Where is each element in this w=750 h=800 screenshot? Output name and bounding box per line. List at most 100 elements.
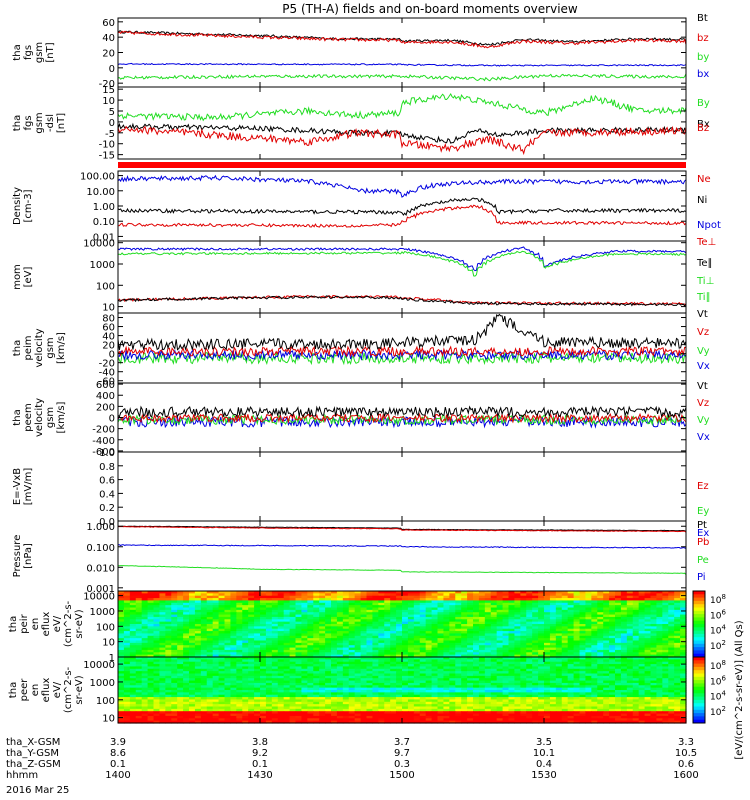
heatmap-cell <box>626 690 634 693</box>
heatmap-cell <box>402 649 409 653</box>
heatmap-cell <box>248 701 255 705</box>
heatmap-cell <box>171 628 178 632</box>
heatmap-cell <box>567 605 575 609</box>
heatmap-cell <box>390 621 397 625</box>
heatmap-cell <box>254 616 261 620</box>
heatmap-cell <box>378 654 385 658</box>
heatmap-cell <box>650 621 658 625</box>
heatmap-cell <box>194 600 202 604</box>
heatmap-cell <box>313 609 320 613</box>
heatmap-cell <box>189 666 196 670</box>
heatmap-cell <box>242 621 249 625</box>
heatmap-cell <box>147 664 155 668</box>
heatmap-cell <box>206 692 214 696</box>
heatmap-cell <box>461 649 468 653</box>
heatmap-cell <box>449 661 456 665</box>
heatmap-cell <box>520 598 527 602</box>
heatmap-cell <box>603 685 610 689</box>
heatmap-cell <box>301 678 308 682</box>
heatmap-cell <box>561 631 569 635</box>
heatmap-cell <box>283 598 291 602</box>
heatmap-cell <box>496 598 504 602</box>
heatmap-cell <box>609 664 616 668</box>
heatmap-cell <box>319 628 326 632</box>
heatmap-cell <box>467 699 474 703</box>
heatmap-cell <box>508 642 516 646</box>
heatmap-cell <box>165 685 172 689</box>
heatmap-cell <box>585 664 592 668</box>
heatmap-cell <box>597 616 604 620</box>
heatmap-cell <box>490 671 498 675</box>
heatmap-cell <box>609 593 616 597</box>
heatmap-cell <box>579 675 587 679</box>
heatmap-cell <box>200 649 208 653</box>
heatmap-cell <box>319 682 326 686</box>
heatmap-cell <box>478 609 486 613</box>
y-tick-label: 0.100 <box>86 543 115 554</box>
heatmap-cell <box>626 621 634 625</box>
heatmap-cell <box>478 682 486 686</box>
heatmap-cell <box>538 699 545 703</box>
heatmap-cell <box>609 697 616 701</box>
heatmap-cell <box>301 638 308 642</box>
heatmap-cell <box>348 600 356 604</box>
heatmap-cell <box>354 602 362 606</box>
heatmap-cell <box>579 690 587 693</box>
heatmap-cell <box>496 692 504 696</box>
heatmap-cell <box>206 701 214 705</box>
heatmap-cell <box>277 678 285 682</box>
heatmap-cell <box>230 657 237 660</box>
heatmap-cell <box>171 680 178 684</box>
heatmap-cell <box>490 690 498 693</box>
heatmap-cell <box>549 699 557 703</box>
heatmap-cell <box>295 680 303 684</box>
heatmap-cell <box>307 697 314 701</box>
heatmap-cell <box>325 673 332 677</box>
heatmap-cell <box>177 657 184 660</box>
heatmap-cell <box>372 624 379 627</box>
y-tick-label: -10 <box>99 140 115 151</box>
heatmap-cell <box>461 694 468 698</box>
heatmap-cell <box>390 628 397 632</box>
heatmap-cell <box>313 619 320 623</box>
heatmap-cell <box>597 664 604 668</box>
heatmap-cell <box>135 593 143 597</box>
heatmap-cell <box>609 638 616 642</box>
heatmap-cell <box>230 699 237 703</box>
heatmap-cell <box>484 690 492 693</box>
heatmap-cell <box>674 593 681 597</box>
heatmap-cell <box>443 640 450 644</box>
colorbar-tick-label: 106 <box>710 608 726 621</box>
heatmap-cell <box>680 661 687 665</box>
heatmap-cell <box>360 645 368 649</box>
heatmap-cell <box>656 640 663 644</box>
heatmap-cell <box>277 699 285 703</box>
heatmap-cell <box>289 647 297 651</box>
heatmap-cell <box>609 628 616 632</box>
heatmap-cell <box>313 666 320 670</box>
heatmap-cell <box>638 680 646 684</box>
heatmap-cell <box>171 607 178 611</box>
heatmap-cell <box>183 614 190 618</box>
heatmap-cell <box>378 640 385 644</box>
heatmap-cell <box>544 661 551 665</box>
heatmap-cell <box>532 673 539 677</box>
heatmap-cell <box>159 631 166 635</box>
heatmap-cell <box>638 607 646 611</box>
heatmap-cell <box>242 701 249 705</box>
heatmap-cell <box>242 614 249 618</box>
heatmap-cell <box>597 614 604 618</box>
heatmap-cell <box>620 687 628 691</box>
heatmap-cell <box>656 697 663 701</box>
heatmap-cell <box>520 682 527 686</box>
heatmap-cell <box>478 624 486 627</box>
heatmap-cell <box>467 697 474 701</box>
heatmap-cell <box>396 598 403 602</box>
heatmap-cell <box>549 602 557 606</box>
heatmap-cell <box>360 621 368 625</box>
heatmap-cell <box>449 626 456 630</box>
heatmap-cell <box>177 675 184 679</box>
heatmap-cell <box>407 631 415 635</box>
heatmap-cell <box>620 614 628 618</box>
heatmap-cell <box>549 600 557 604</box>
